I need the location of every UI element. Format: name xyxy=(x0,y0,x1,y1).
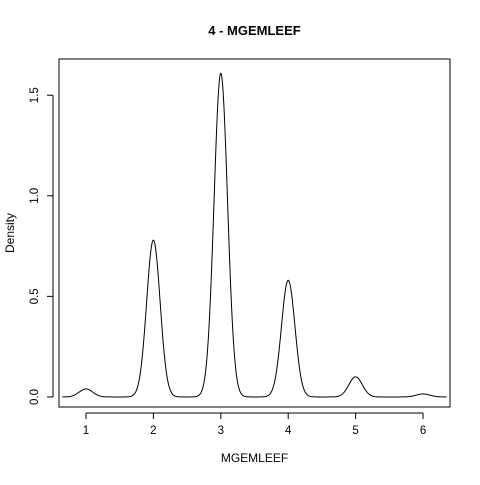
x-tick-label: 3 xyxy=(218,425,224,437)
y-axis: 0.0 0.5 1.0 1.5 xyxy=(29,87,54,405)
y-tick-label: 1.0 xyxy=(29,188,41,204)
x-tick-label: 5 xyxy=(352,425,358,437)
y-tick-label: 1.5 xyxy=(29,87,41,103)
x-axis: 1 2 3 4 5 6 xyxy=(83,412,426,437)
plot-frame xyxy=(58,58,451,408)
density-curve xyxy=(62,72,447,398)
y-axis-label: Density xyxy=(3,213,17,253)
chart-title: 4 - MGEMLEEF xyxy=(208,23,301,38)
x-tick-label: 6 xyxy=(420,425,426,437)
y-tick-label: 0.5 xyxy=(29,288,41,304)
x-axis-label: MGEMLEEF xyxy=(221,451,288,465)
y-tick-label: 0.0 xyxy=(29,389,41,405)
x-tick-label: 1 xyxy=(83,425,89,437)
x-tick-label: 2 xyxy=(150,425,156,437)
x-tick-label: 4 xyxy=(285,425,292,437)
